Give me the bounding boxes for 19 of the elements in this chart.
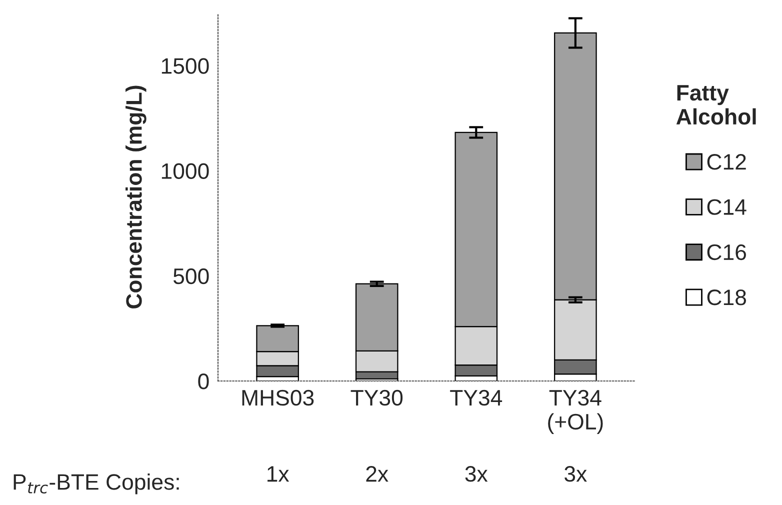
x-tick-label: TY30 bbox=[350, 390, 403, 406]
legend-label: C16 bbox=[707, 244, 746, 260]
legend-label: C14 bbox=[707, 199, 746, 215]
y-axis-title: Concentration (mg/L) bbox=[126, 86, 146, 308]
legend-label: C12 bbox=[707, 154, 746, 170]
text: 3x bbox=[564, 466, 587, 482]
y-tick-label: 500 bbox=[173, 268, 209, 284]
legend-label: C18 bbox=[707, 290, 746, 306]
legend-title: Fatty Alcohol bbox=[676, 85, 756, 125]
x-tick-label: TY34 (+OL) bbox=[548, 390, 603, 434]
text: 3x bbox=[465, 466, 488, 482]
text: 1x bbox=[268, 466, 290, 482]
x-tick-label: TY34 bbox=[450, 390, 502, 406]
x-tick-label: MHS03 bbox=[242, 390, 314, 406]
text: P$_{trc}$-BTE Copies: bbox=[14, 474, 179, 494]
text: 2x bbox=[366, 466, 388, 482]
y-tick-label: 1000 bbox=[162, 163, 209, 179]
y-tick-label: 0 bbox=[198, 374, 209, 390]
y-tick-label: 1500 bbox=[162, 58, 209, 74]
